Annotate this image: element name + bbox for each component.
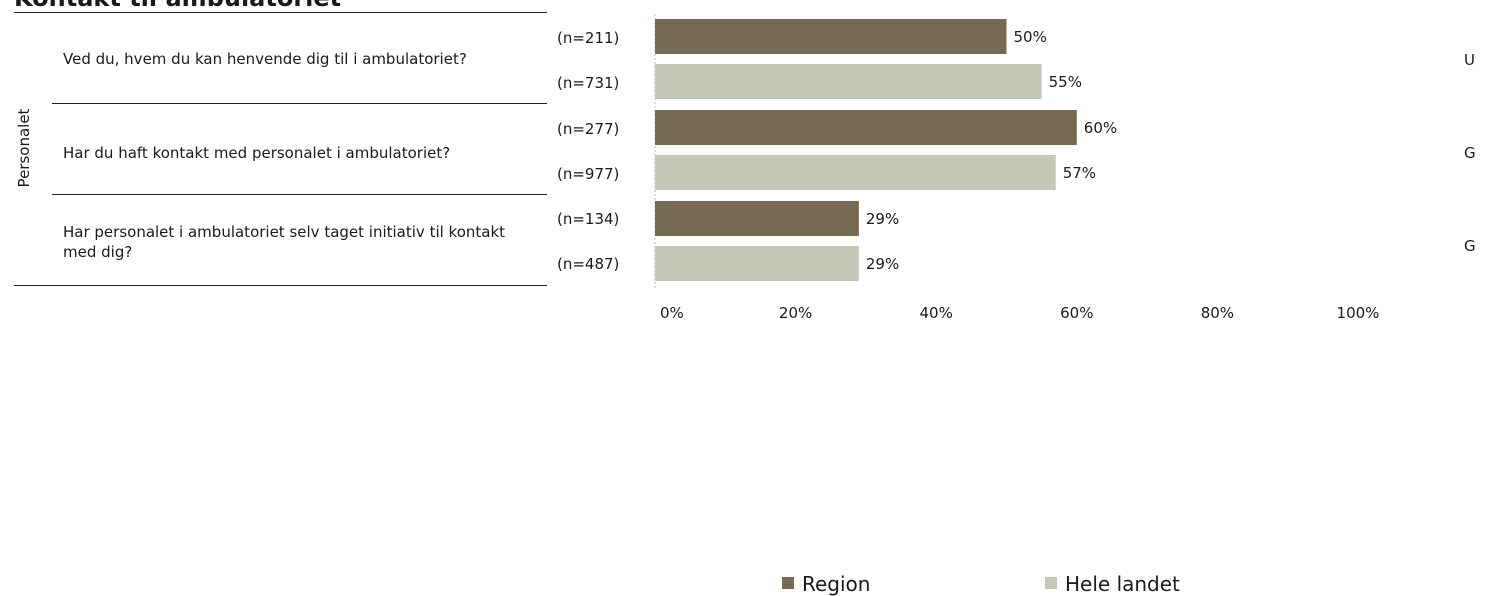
side-label: G	[1464, 237, 1476, 255]
x-tick-label: 60%	[1060, 304, 1093, 322]
legend-item-hele-landet: Hele landet	[1045, 572, 1180, 596]
bar	[655, 246, 859, 281]
data-label: 29%	[866, 255, 899, 273]
legend-label: Hele landet	[1065, 572, 1180, 596]
data-label: 57%	[1063, 164, 1096, 182]
legend-swatch-icon	[782, 577, 794, 589]
x-tick-label: 0%	[660, 304, 684, 322]
n-label: (n=277)	[557, 120, 620, 138]
data-label: 50%	[1014, 28, 1047, 46]
divider-line	[52, 194, 547, 195]
side-label: U	[1464, 51, 1475, 69]
n-label: (n=487)	[557, 255, 620, 273]
question-label: Har personalet i ambulatoriet selv taget…	[63, 223, 506, 261]
divider-line	[52, 103, 547, 104]
question-label: Har du haft kontakt med personalet i amb…	[63, 144, 451, 162]
data-label: 29%	[866, 210, 899, 228]
bar	[655, 19, 1007, 54]
question-label: Ved du, hvem du kan henvende dig til i a…	[63, 50, 467, 68]
divider-line	[14, 12, 547, 13]
bar	[655, 110, 1077, 145]
n-label: (n=134)	[557, 210, 620, 228]
n-label: (n=977)	[557, 165, 620, 183]
data-label: 55%	[1049, 73, 1082, 91]
n-label: (n=211)	[557, 29, 620, 47]
bar	[655, 155, 1056, 190]
side-label: G	[1464, 144, 1476, 162]
x-tick-label: 40%	[920, 304, 953, 322]
legend-swatch-icon	[1045, 577, 1057, 589]
x-tick-label: 20%	[779, 304, 812, 322]
legend-item-region: Region	[782, 572, 870, 596]
divider-line	[14, 285, 547, 286]
chart-title: Kontakt til ambulatoriet	[14, 0, 341, 12]
bar	[655, 64, 1042, 99]
bar	[655, 201, 859, 236]
x-tick-label: 80%	[1201, 304, 1234, 322]
legend-label: Region	[802, 572, 871, 596]
n-label: (n=731)	[557, 74, 620, 92]
x-tick-label: 100%	[1337, 304, 1380, 322]
data-label: 60%	[1084, 119, 1117, 137]
